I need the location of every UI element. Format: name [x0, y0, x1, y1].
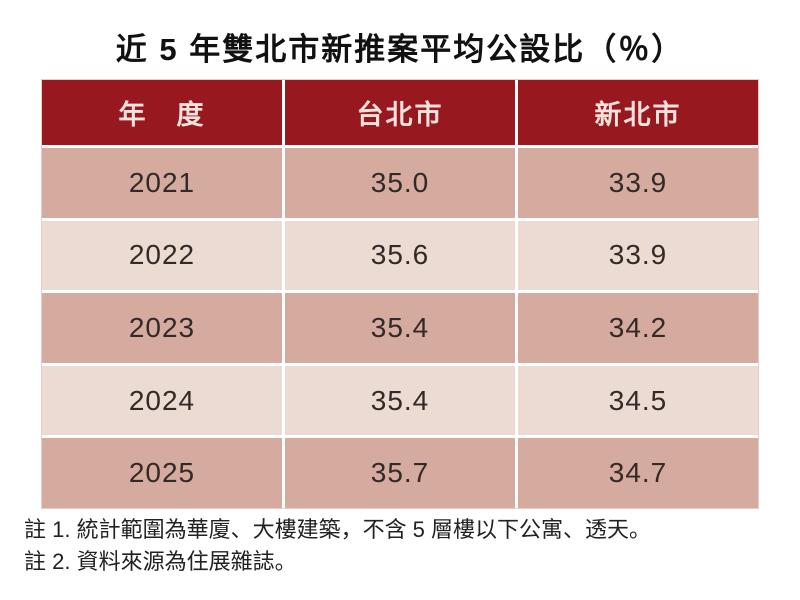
table-header-taipei: 台北市 [285, 80, 515, 145]
table-cell-taipei: 35.7 [285, 438, 515, 508]
table-header-new-taipei: 新北市 [518, 80, 758, 145]
table-cell-year: 2021 [42, 148, 282, 218]
table-cell-year: 2023 [42, 293, 282, 363]
public-facility-ratio-table: 年 度 台北市 新北市 2021 35.0 33.9 2022 35.6 33.… [41, 79, 759, 509]
page-title: 近 5 年雙北市新推案平均公設比（％） [115, 32, 685, 67]
table-cell-new-taipei: 34.2 [518, 293, 758, 363]
table-cell-taipei: 35.4 [285, 293, 515, 363]
table-cell-new-taipei: 33.9 [518, 148, 758, 218]
table-cell-taipei: 35.6 [285, 220, 515, 291]
table-cell-year: 2024 [42, 365, 282, 436]
footnotes: 註 1. 統計範圍為華廈、大樓建築，不含 5 層樓以下公寓、透天。 註 2. 資… [24, 514, 784, 578]
table-cell-new-taipei: 34.5 [518, 365, 758, 436]
table-cell-year: 2025 [42, 438, 282, 508]
table-cell-taipei: 35.0 [285, 148, 515, 218]
table-cell-new-taipei: 33.9 [518, 220, 758, 291]
footnote-2: 註 2. 資料來源為住展雜誌。 [24, 549, 297, 574]
table-cell-taipei: 35.4 [285, 365, 515, 436]
footnote-1: 註 1. 統計範圍為華廈、大樓建築，不含 5 層樓以下公寓、透天。 [24, 517, 652, 542]
table-cell-new-taipei: 34.7 [518, 438, 758, 508]
table-header-year: 年 度 [42, 80, 282, 145]
table-cell-year: 2022 [42, 220, 282, 291]
